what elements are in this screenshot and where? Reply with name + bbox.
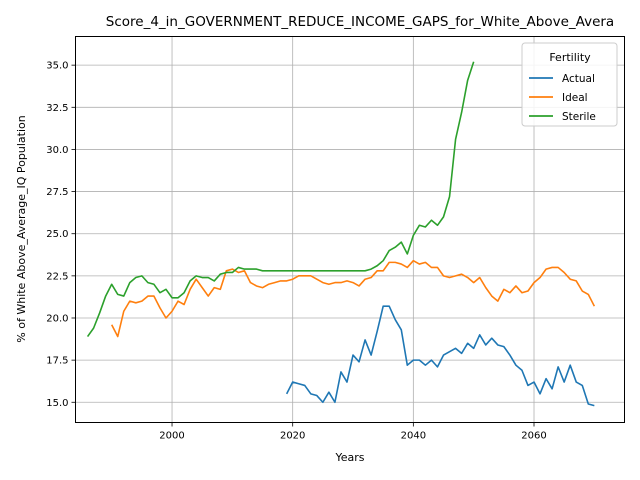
- plot-frame: [75, 36, 625, 423]
- y-tick-label: 17.5: [46, 356, 68, 367]
- y-tick-label: 27.5: [46, 187, 68, 198]
- y-tick-label: 25.0: [46, 229, 68, 240]
- y-tick-label: 30.0: [46, 145, 68, 156]
- series-layer: [86, 61, 596, 407]
- legend-label-sterile: Sterile: [562, 111, 596, 123]
- y-tick-label: 20.0: [46, 313, 68, 324]
- y-axis-label: % of White Above_Average_IQ Population: [15, 115, 28, 342]
- legend-box: [521, 42, 618, 127]
- chart-title: Score_4_in_GOVERNMENT_REDUCE_INCOME_GAPS…: [106, 14, 614, 30]
- legend-label-actual: Actual: [562, 73, 595, 85]
- x-axis-label: Years: [334, 451, 364, 464]
- series-line-actual: [285, 305, 595, 407]
- y-axis: 15.0 17.5 20.0 22.5 25.0 27.5 30.0 32.5 35.0: [46, 61, 76, 409]
- x-tick-label: 2020: [280, 431, 305, 442]
- y-tick-label: 32.5: [46, 103, 68, 114]
- legend: Fertility Actual Ideal Sterile: [521, 42, 618, 127]
- x-tick-label: 2060: [521, 431, 546, 442]
- y-tick-label: 35.0: [46, 61, 68, 72]
- y-tick-label: 15.0: [46, 398, 68, 409]
- y-tick-label: 22.5: [46, 271, 68, 282]
- x-tick-label: 2000: [159, 431, 184, 442]
- x-axis: 2000 2020 2040 2060: [159, 422, 547, 442]
- series-line-sterile: [86, 61, 475, 337]
- x-tick-label: 2040: [401, 431, 426, 442]
- legend-label-ideal: Ideal: [562, 92, 588, 104]
- series-line-ideal: [110, 259, 596, 338]
- legend-title: Fertility: [549, 51, 591, 64]
